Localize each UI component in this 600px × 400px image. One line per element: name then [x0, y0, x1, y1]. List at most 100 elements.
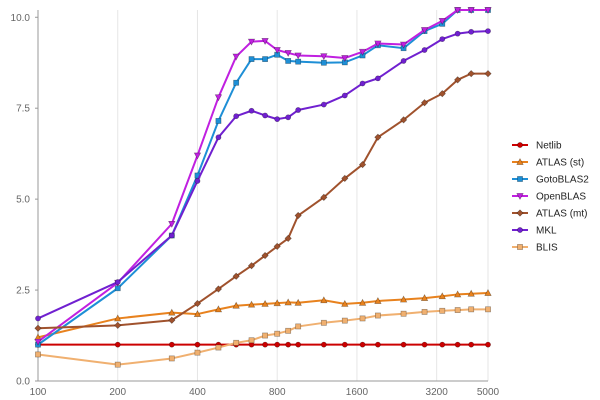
legend-label: Netlib — [536, 141, 562, 152]
data-point — [374, 40, 382, 48]
data-point — [273, 242, 281, 251]
data-point — [215, 118, 222, 124]
data-point — [467, 7, 475, 15]
data-point — [247, 262, 256, 270]
legend-label: BLIS — [536, 243, 558, 254]
data-point — [294, 211, 302, 220]
legend-swatch-marker — [516, 209, 524, 217]
data-point — [420, 294, 429, 301]
x-tick-label: 5000 — [477, 387, 500, 398]
data-point — [320, 101, 327, 108]
data-point — [214, 285, 223, 293]
data-point — [295, 341, 302, 348]
data-point — [484, 7, 492, 15]
data-point — [168, 316, 176, 324]
legend-swatch-marker — [517, 227, 523, 233]
data-point — [439, 341, 446, 348]
data-point — [454, 341, 461, 348]
data-point — [262, 332, 268, 339]
data-point — [284, 50, 292, 57]
legend-label: ATLAS (mt) — [536, 209, 587, 220]
data-point — [467, 289, 475, 297]
data-point — [262, 56, 268, 63]
data-point — [273, 299, 281, 307]
data-point — [273, 47, 281, 55]
data-point — [194, 341, 201, 348]
data-point — [261, 299, 269, 307]
data-point — [295, 107, 302, 113]
data-point — [320, 341, 327, 348]
data-point — [399, 116, 408, 124]
data-point — [341, 92, 348, 99]
data-point — [467, 70, 475, 78]
series-line — [37, 30, 489, 320]
legend-swatch-marker — [517, 244, 523, 250]
data-point — [485, 341, 491, 348]
y-tick-label: 0.0 — [16, 377, 30, 388]
legend-item: ATLAS (mt) — [512, 209, 587, 220]
legend-label: OpenBLAS — [536, 192, 586, 203]
data-point — [262, 112, 268, 119]
data-point — [114, 321, 122, 329]
data-point — [454, 76, 462, 84]
data-point — [359, 341, 366, 348]
legend-item: GotoBLAS2 — [512, 175, 589, 186]
data-point — [374, 296, 382, 304]
data-point — [274, 116, 281, 123]
legend-item: OpenBLAS — [512, 192, 586, 203]
data-point — [468, 28, 475, 35]
data-point — [247, 300, 256, 308]
data-point — [438, 18, 446, 25]
y-tick-label: 7.5 — [16, 104, 30, 115]
data-point — [274, 330, 281, 337]
data-point — [284, 298, 292, 306]
data-point — [168, 341, 175, 348]
data-point — [262, 341, 268, 348]
data-point — [193, 152, 202, 160]
data-point — [285, 341, 292, 348]
data-point — [341, 341, 348, 348]
x-tick-label: 1600 — [346, 387, 369, 398]
data-point — [261, 38, 269, 45]
data-point — [194, 178, 201, 184]
data-point — [453, 7, 462, 15]
series-gotoblas2 — [35, 7, 491, 348]
data-point — [439, 36, 446, 42]
data-point — [421, 308, 428, 315]
series-layer — [34, 7, 492, 368]
legend-label: MKL — [536, 226, 557, 237]
data-point — [438, 90, 446, 98]
data-point — [320, 193, 328, 201]
data-point — [168, 308, 176, 316]
data-point — [358, 48, 367, 56]
series-netlib — [35, 341, 491, 348]
data-point — [341, 299, 349, 307]
series-mkl — [35, 28, 491, 322]
data-point — [261, 251, 269, 260]
data-point — [34, 324, 42, 332]
data-point — [438, 292, 446, 300]
data-point — [215, 134, 222, 141]
data-point — [399, 295, 408, 303]
legend: Netlib ATLAS (st) GotoBLAS2 OpenBLAS ATLAS (… — [512, 141, 589, 254]
data-point — [320, 319, 327, 326]
data-point — [454, 30, 461, 37]
data-point — [421, 47, 428, 53]
data-point — [114, 279, 121, 285]
data-point — [285, 58, 292, 64]
data-point — [233, 79, 240, 86]
y-tick-label: 10.0 — [11, 13, 31, 24]
legend-item: BLIS — [512, 243, 558, 254]
data-point — [247, 38, 256, 46]
data-point — [233, 339, 240, 346]
axes: 100 200 400 800 1600 3200 5000 0.0 2.5 5.0 7.5 10.0 — [11, 10, 500, 398]
data-point — [35, 315, 41, 322]
data-point — [399, 41, 408, 49]
data-point — [468, 306, 475, 313]
data-point — [284, 234, 292, 243]
data-point — [34, 338, 42, 346]
data-point — [114, 341, 121, 348]
data-point — [468, 341, 475, 348]
data-point — [320, 53, 328, 61]
data-point — [232, 53, 240, 61]
